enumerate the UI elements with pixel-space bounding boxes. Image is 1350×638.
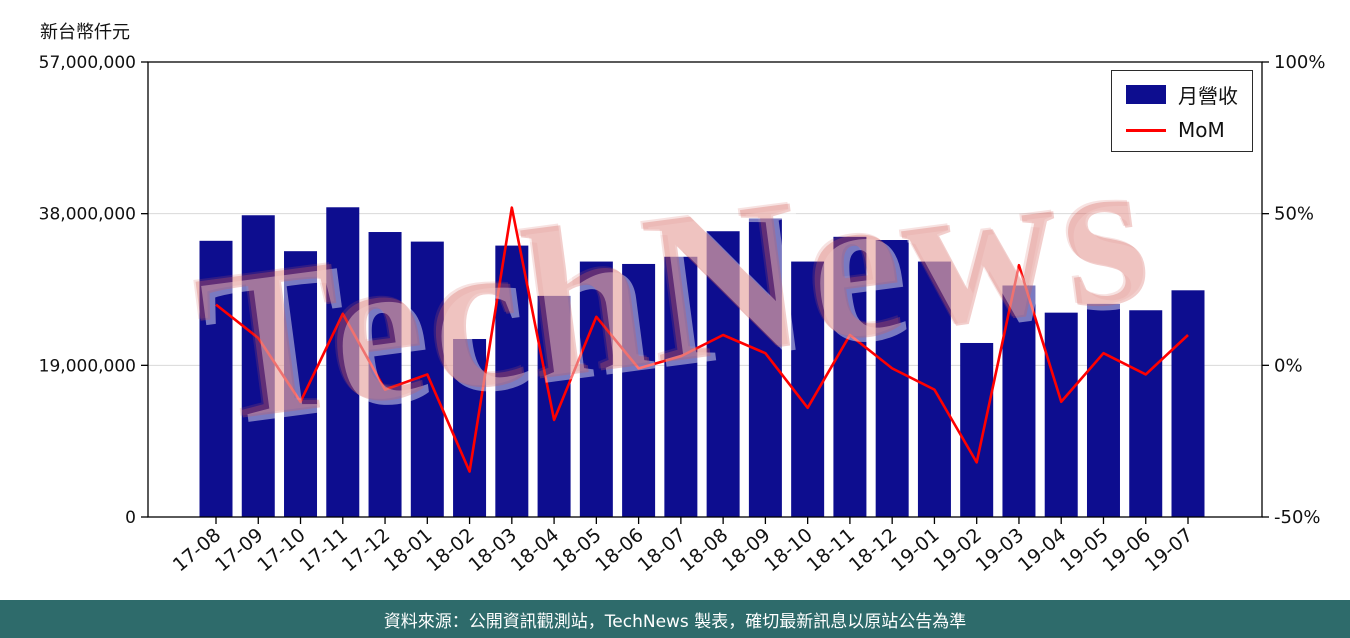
revenue-bar: [1129, 310, 1163, 517]
x-tick-label: 19-02: [929, 524, 985, 576]
revenue-bar: [579, 261, 613, 517]
x-tick-label: 18-08: [676, 524, 732, 576]
x-tick-label: 17-12: [338, 524, 394, 576]
x-tick-label: 17-11: [296, 524, 352, 576]
plot-frame: [147, 61, 1263, 518]
x-tick-label: 18-10: [760, 524, 816, 576]
y2-tick-label: 100%: [1274, 52, 1325, 73]
revenue-bar: [622, 263, 656, 517]
y-tick-label: 0: [125, 508, 136, 528]
x-tick-label: 18-03: [465, 524, 521, 576]
x-tick-label: 18-05: [549, 524, 605, 576]
revenue-chart: 0 19,000,000 38,000,000 57,000,000 -50% 0% 50%…: [39, 52, 1326, 576]
legend: 月營收 MoM: [1111, 70, 1253, 152]
revenue-bar: [453, 338, 487, 517]
y2-tick-label: 50%: [1274, 204, 1314, 225]
x-tick-label: 18-01: [380, 524, 436, 576]
legend-item-revenue: 月營收: [1126, 80, 1238, 109]
revenue-bar: [1044, 312, 1078, 517]
bar-swatch-icon: [1126, 85, 1166, 104]
revenue-bar: [1086, 303, 1120, 517]
revenue-bar: [368, 232, 402, 518]
revenue-bar: [1171, 290, 1205, 517]
revenue-bar: [960, 342, 994, 517]
revenue-bar: [326, 207, 360, 517]
revenue-bar: [664, 256, 698, 517]
x-tick-label: 19-04: [1014, 524, 1070, 576]
revenue-bar: [495, 245, 529, 517]
x-tick-label: 17-10: [253, 524, 309, 576]
chart-canvas: 0 19,000,000 38,000,000 57,000,000 -50% 0% 50%…: [39, 52, 1326, 576]
footer-text: 資料來源：公開資訊觀測站，TechNews 製表，確切最新訊息以原站公告為準: [383, 611, 967, 632]
y-tick-label: 19,000,000: [39, 356, 136, 376]
revenue-bar: [875, 240, 909, 517]
y-axis-title: 新台幣仟元: [40, 22, 130, 43]
revenue-bar: [199, 240, 233, 518]
x-tick-label: 19-05: [1056, 524, 1112, 576]
revenue-bar: [537, 295, 571, 517]
x-tick-label: 18-11: [803, 524, 859, 576]
x-tick-label: 17-09: [211, 524, 267, 576]
x-tick-label: 19-03: [972, 524, 1028, 576]
x-tick-label: 18-09: [718, 524, 774, 576]
y-tick-label: 57,000,000: [39, 53, 136, 73]
mom-line: [215, 206, 1189, 473]
legend-label-revenue: 月營收: [1178, 84, 1238, 108]
y2-tick-label: -50%: [1274, 507, 1321, 528]
x-tick-label: 18-04: [507, 524, 563, 576]
y2-tick-label: 0%: [1274, 355, 1303, 376]
revenue-bar: [706, 231, 740, 517]
footer-bar: 資料來源：公開資訊觀測站，TechNews 製表，確切最新訊息以原站公告為準: [0, 600, 1350, 638]
x-tick-label: 18-07: [634, 524, 690, 576]
y-tick-label: 38,000,000: [39, 205, 136, 225]
line-swatch-icon: [1126, 128, 1166, 132]
x-tick-label: 19-01: [887, 524, 943, 576]
revenue-bar: [1002, 285, 1036, 517]
x-tick-label: 19-07: [1141, 524, 1197, 576]
legend-item-mom: MoM: [1126, 118, 1238, 142]
x-tick-label: 18-06: [591, 524, 647, 576]
legend-label-mom: MoM: [1178, 118, 1225, 142]
x-tick-label: 18-12: [845, 524, 901, 576]
x-tick-label: 19-06: [1099, 524, 1155, 576]
x-tick-label: 17-08: [169, 524, 225, 576]
revenue-bar: [241, 215, 275, 517]
revenue-bar: [833, 236, 867, 517]
x-tick-label: 18-02: [422, 524, 478, 576]
